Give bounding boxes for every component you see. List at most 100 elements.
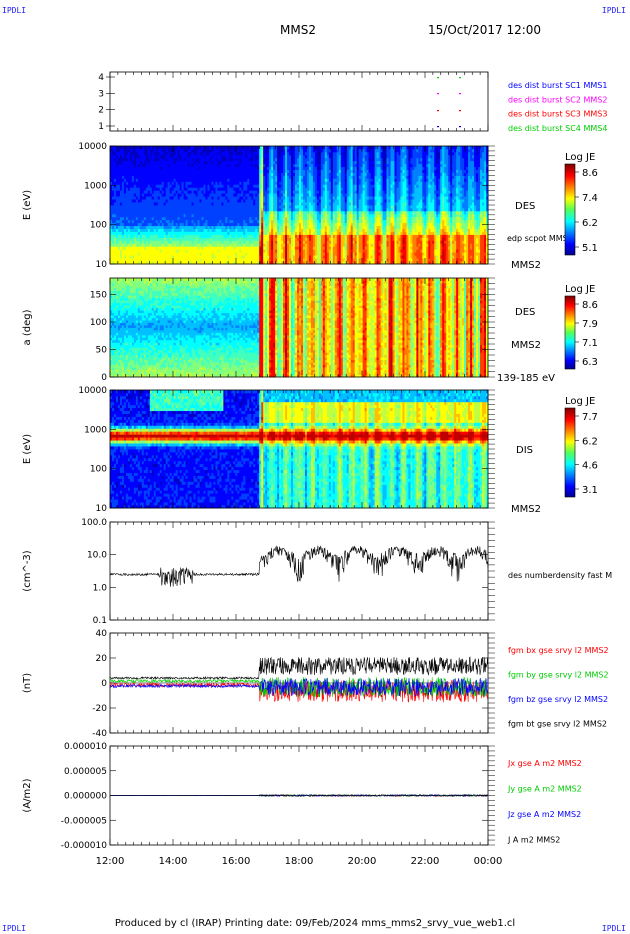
legend-entry: fgm by gse srvy l2 MMS2 [508,671,609,680]
x-tick-label: 00:00 [474,856,503,867]
colorbar-tick-label: 7.4 [582,193,598,204]
des-pitch-spectrogram [110,278,489,378]
y-tick-label: 10 [96,504,108,514]
x-tick-label: 14:00 [159,856,188,867]
panel-instrument-label: DES [515,201,535,212]
y-tick-label: 100 [90,318,107,328]
panel-instrument-label: DIS [516,445,533,456]
y-tick-label: 0.1 [93,616,107,626]
by-series-line [109,676,489,698]
colorbar-tick-label: 6.2 [582,436,598,447]
colorbar [564,163,576,256]
corner-label-top-left: IPDLI [2,6,26,15]
colorbar-title: Log JE [565,396,595,407]
legend-entry: Jz gse A m2 MMS2 [507,810,581,819]
burst-marker [459,110,461,112]
bz-series-line [109,677,489,697]
legend-entry: fgm bz gse srvy l2 MMS2 [508,695,608,704]
colorbar-tick-label: 7.7 [582,412,598,423]
colorbar [564,407,576,498]
y-axis-label: (nT) [22,673,33,693]
x-tick-label: 16:00 [222,856,251,867]
y-tick-label: 1.0 [93,583,108,593]
burst-marker [437,93,439,95]
corner-label-top-right: IPDLI [602,6,626,15]
y-tick-label: 40 [96,629,108,639]
colorbar-tick-label: 7.1 [582,338,598,349]
burst-panel-frame [109,71,489,132]
panel-spacecraft-label: MMS2 [511,260,541,271]
legend-entry: des dist burst SC3 MMS3 [508,110,607,119]
y-axis-label: a (deg) [22,309,33,345]
y-tick-label: 0.000010 [64,742,107,752]
burst-marker [437,126,439,128]
burst-marker [437,77,439,79]
y-tick-label: 10.0 [87,551,107,561]
burst-marker [459,126,461,128]
y-tick-label: 100 [90,221,107,231]
colorbar [564,295,576,370]
y-axis-label: (A/m2) [22,778,33,812]
panel-overlay-label: edp scpot MMS2 [507,234,573,243]
y-axis-label: E (eV) [22,434,33,464]
colorbar-tick-label: 5.1 [582,243,598,254]
y-tick-label: 0.000000 [64,792,107,802]
colorbar-tick-label: 6.2 [582,218,598,229]
colorbar-tick-label: 8.6 [582,300,598,311]
colorbar-tick-label: 7.9 [582,319,598,330]
y-tick-label: -20 [92,704,107,714]
y-tick-label: 10 [96,260,108,270]
density-series-line [109,545,489,587]
colorbar-tick-label: 3.1 [582,485,598,496]
bt-series-line [109,656,489,680]
y-tick-label: 100 [90,465,107,475]
x-tick-label: 12:00 [96,856,125,867]
corner-label-bottom-right: IPDLI [602,924,626,933]
x-tick-label: 22:00 [411,856,440,867]
legend-entry: Jx gse A m2 MMS2 [507,759,582,768]
y-tick-label: 4 [98,73,104,83]
panel-energy-range-label: 139-185 eV [497,373,555,384]
y-tick-label: 100.0 [81,518,107,528]
colorbar-tick-label: 6.3 [582,357,598,368]
y-tick-label: 10000 [78,142,107,152]
x-tick-label: 18:00 [285,856,314,867]
burst-marker [459,77,461,79]
legend-entry: des dist burst SC4 MMS4 [508,124,607,133]
legend-entry: fgm bt gse srvy l2 MMS2 [508,720,607,729]
legend-entry: des dist burst SC1 MMS1 [508,81,607,90]
y-tick-label: 1000 [84,181,107,191]
y-axis-label: E (eV) [22,190,33,220]
y-tick-label: 1 [98,122,104,132]
y-tick-label: 150 [90,291,107,301]
y-tick-label: 20 [96,654,108,664]
corner-label-bottom-left: IPDLI [2,924,26,933]
legend-entry: Jy gse A m2 MMS2 [507,785,582,794]
stacked-chart: 1 2 3 4 des dist burst SC1 MMS1 des dist burs… [22,71,612,867]
y-tick-label: 0 [101,373,107,383]
y-tick-label: 0.000005 [64,767,107,777]
burst-marker [459,93,461,95]
des-energy-spectrogram [110,146,489,265]
legend-entry: des dist burst SC2 MMS2 [508,95,607,104]
panel-spacecraft-label: MMS2 [511,504,541,515]
legend-entry: des numberdensity fast M [508,571,612,580]
burst-marker [437,110,439,112]
y-tick-label: -40 [92,729,107,739]
date-title: 15/Oct/2017 12:00 [428,23,541,37]
y-tick-label: 10000 [78,386,107,396]
y-tick-label: 0 [101,679,107,689]
colorbar-tick-label: 4.6 [582,461,598,472]
y-tick-label: 1000 [84,425,107,435]
spacecraft-title: MMS2 [280,23,316,37]
y-axis-label: (cm^-3) [22,550,33,591]
current-series-line [109,793,489,798]
y-tick-label: 50 [96,346,108,356]
x-tick-label: 20:00 [348,856,377,867]
y-tick-label: 3 [98,89,104,99]
legend-entry: fgm bx gse srvy l2 MMS2 [508,646,609,655]
colorbar-title: Log JE [565,284,595,295]
legend-entry: J A m2 MMS2 [507,836,560,845]
panel-spacecraft-label: MMS2 [511,340,541,351]
footer-credit: Produced by cl (IRAP) Printing date: 09/… [0,918,630,929]
